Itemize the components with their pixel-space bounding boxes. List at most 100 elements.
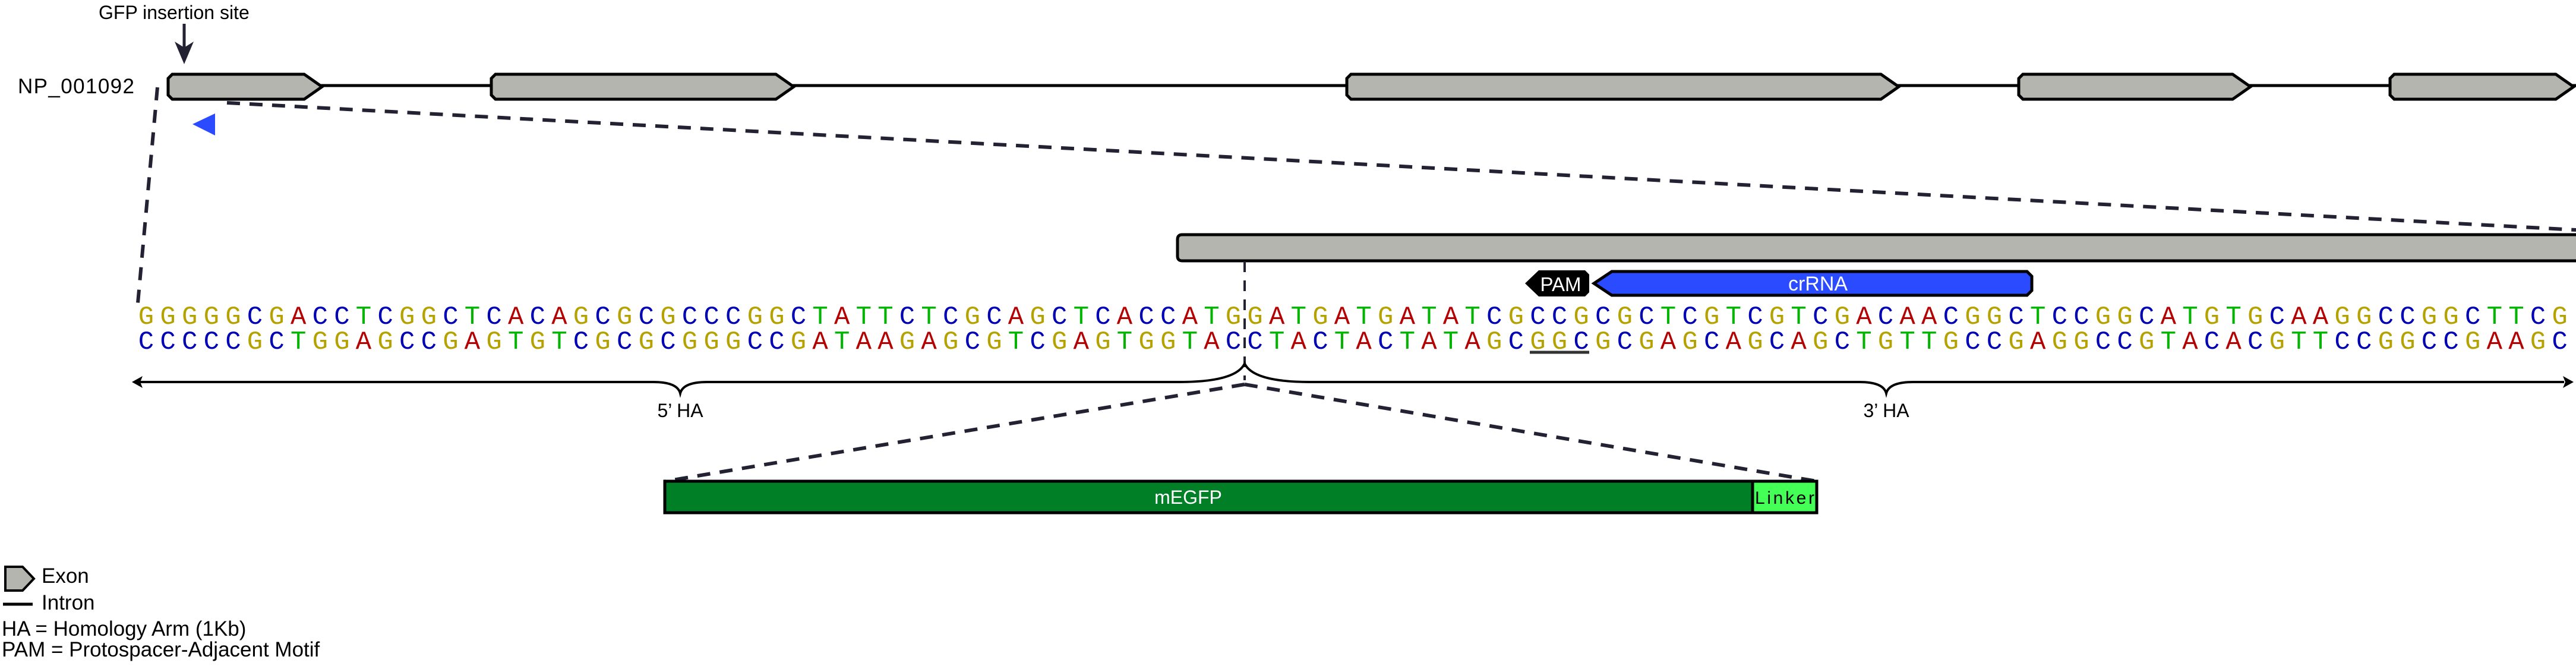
base-top: T (1660, 302, 1676, 332)
base-bottom: C (399, 327, 415, 357)
base-top: G (660, 302, 675, 332)
insertion-site-label: GFP insertion site (99, 2, 250, 23)
base-top: A (834, 302, 850, 332)
base-bottom: A (921, 327, 937, 357)
base-top: T (877, 302, 893, 332)
base-top: C (725, 302, 741, 332)
base-top: C (2052, 302, 2067, 332)
base-bottom: A (1356, 327, 1372, 357)
base-top: T (1421, 302, 1437, 332)
base-bottom: C (1987, 327, 2002, 357)
base-bottom: T (2313, 327, 2328, 357)
base-top: C (703, 302, 719, 332)
base-top: A (1008, 302, 1024, 332)
base-top: T (2508, 302, 2524, 332)
base-bottom: A (2030, 327, 2046, 357)
base-bottom: G (443, 327, 458, 357)
gene-name: NP_001092 (18, 75, 134, 98)
base-top: C (2073, 302, 2089, 332)
base-bottom: C (747, 327, 763, 357)
base-bottom: A (1204, 327, 1220, 357)
base-bottom: A (465, 327, 481, 357)
base-top: T (1204, 302, 1219, 332)
base-bottom: T (1899, 327, 1915, 357)
legend-exon-label: Exon (42, 564, 89, 588)
base-top: G (617, 302, 632, 332)
base-bottom: C (1312, 327, 1328, 357)
base-top: C (1052, 302, 1067, 332)
base-top: C (312, 302, 328, 332)
base-bottom: G (2008, 327, 2023, 357)
base-top: G (1769, 302, 1785, 332)
base-top: A (1334, 302, 1350, 332)
three-prime-ha-label: 3’ HA (1863, 400, 1909, 421)
base-bottom: G (1943, 327, 1959, 357)
legend-intron-label: Intron (42, 591, 95, 614)
base-bottom: C (204, 327, 219, 357)
base-top: T (2030, 302, 2045, 332)
base-bottom: T (1117, 327, 1132, 357)
base-bottom: G (2139, 327, 2154, 357)
base-bottom: G (377, 327, 393, 357)
base-top: C (486, 302, 501, 332)
base-top: G (2422, 302, 2437, 332)
base-top: C (2269, 302, 2285, 332)
base-bottom: G (2400, 327, 2415, 357)
base-top: T (1726, 302, 1741, 332)
base-top: T (2487, 302, 2502, 332)
base-top: A (1182, 302, 1198, 332)
base-top: C (2008, 302, 2023, 332)
right-arrow-icon (2563, 376, 2574, 388)
base-top: G (269, 302, 284, 332)
legend-exon-icon (4, 566, 36, 592)
base-top: G (1226, 302, 1241, 332)
base-bottom: T (551, 327, 567, 357)
base-bottom: G (1138, 327, 1154, 357)
base-bottom: T (1443, 327, 1459, 357)
base-top: T (356, 302, 371, 332)
base-bottom: C (225, 327, 241, 357)
base-bottom: G (530, 327, 545, 357)
base-bottom: A (2225, 327, 2242, 357)
base-top: A (1443, 302, 1459, 332)
base-top: A (2291, 302, 2307, 332)
base-top: C (791, 302, 806, 332)
base-bottom: G (1813, 327, 1828, 357)
base-top: C (1095, 302, 1110, 332)
left-arrow-icon (132, 376, 143, 388)
base-top: G (1617, 302, 1633, 332)
base-bottom: G (725, 327, 741, 357)
base-top: C (1639, 302, 1654, 332)
base-top: C (334, 302, 349, 332)
base-top: C (899, 302, 915, 332)
base-top: T (812, 302, 828, 332)
base-top: G (2247, 302, 2263, 332)
base-bottom: G (595, 327, 610, 357)
base-bottom: C (182, 327, 197, 357)
base-top: C (1552, 302, 1567, 332)
exon-zoom-bar (1176, 233, 2576, 263)
base-bottom: A (356, 327, 372, 357)
base-top: C (1486, 302, 1502, 332)
base-bottom: G (2052, 327, 2067, 357)
base-top: G (1573, 302, 1589, 332)
base-bottom: G (1095, 327, 1110, 357)
five-prime-ha-label: 5’ HA (657, 400, 703, 421)
base-bottom: A (1726, 327, 1742, 357)
base-bottom: T (508, 327, 523, 357)
base-bottom: G (247, 327, 263, 357)
legend-pam: PAM = Protospacer-Adjacent Motif (2, 638, 320, 661)
base-bottom: G (1052, 327, 1067, 357)
base-top: C (443, 302, 458, 332)
base-top: C (986, 302, 1002, 332)
base-bottom: G (1747, 327, 1763, 357)
base-top: A (1400, 302, 1416, 332)
base-bottom: G (791, 327, 806, 357)
base-top: A (508, 302, 524, 332)
base-top: A (2161, 302, 2177, 332)
base-top: T (856, 302, 872, 332)
base-top: G (421, 302, 437, 332)
base-bottom: G (899, 327, 915, 357)
